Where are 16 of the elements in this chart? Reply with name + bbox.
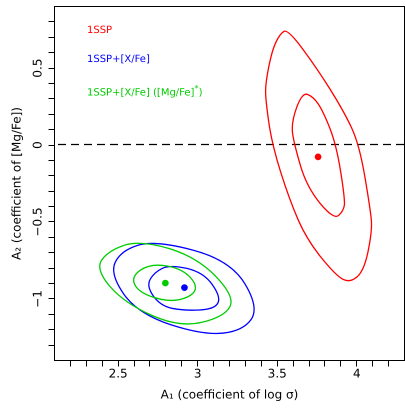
y-tick-label: −0.5: [30, 207, 44, 237]
text: 1SSP+[X/Fe]: [87, 54, 151, 67]
text: 1SSP+[X/Fe] ([Mg/Fe]$^{*}$): [87, 83, 203, 100]
y-tick-label: 0: [30, 141, 44, 149]
point: [162, 280, 169, 286]
point: [314, 153, 322, 160]
y-tick-label: −1: [30, 290, 44, 308]
point: [181, 284, 188, 292]
y-axis-title: A₂ (coefficient of [Mg/Fe]): [10, 107, 24, 260]
x-tick-label: 4: [352, 366, 361, 380]
x-tick-label: 2.5: [108, 366, 128, 380]
y-tick-label: 0.5: [30, 58, 44, 78]
text: 1SSP: [87, 25, 114, 38]
x-tick-label: 3: [194, 366, 202, 380]
x-tick-label: 3.5: [268, 366, 287, 380]
x-axis-title: A₁ (coefficient of log σ): [160, 388, 298, 402]
